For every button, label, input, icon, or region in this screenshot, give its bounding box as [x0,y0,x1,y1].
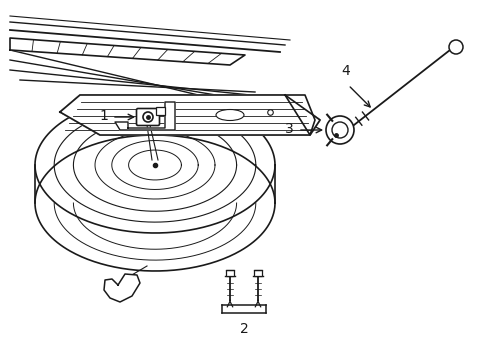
Text: 2: 2 [239,322,248,336]
Text: 1: 1 [99,109,108,123]
Bar [225,270,234,276]
FancyBboxPatch shape [136,108,159,126]
Circle shape [142,112,153,122]
Circle shape [325,116,353,144]
Polygon shape [115,102,175,130]
Circle shape [448,40,462,54]
Ellipse shape [216,109,244,121]
Circle shape [331,122,347,138]
Bar [156,107,164,115]
Polygon shape [60,95,319,135]
Polygon shape [285,95,314,135]
Polygon shape [10,38,244,65]
Text: 4: 4 [340,64,349,78]
Bar [253,270,262,276]
Polygon shape [104,274,140,302]
Text: 3: 3 [285,122,293,136]
